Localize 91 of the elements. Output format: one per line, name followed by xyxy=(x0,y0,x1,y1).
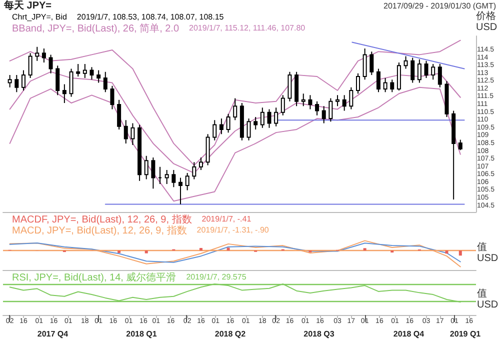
candlestick xyxy=(103,71,108,93)
candlestick xyxy=(301,93,306,107)
candlestick xyxy=(76,64,80,77)
candlestick xyxy=(376,68,380,93)
y-axis-title: 值 USD xyxy=(477,242,498,264)
candlestick xyxy=(356,72,360,94)
candlestick xyxy=(438,64,442,88)
candlestick xyxy=(42,48,46,63)
candlestick xyxy=(117,99,122,130)
x2-tick-label: 2018 Q4 xyxy=(393,330,425,338)
candlestick xyxy=(240,102,244,141)
candlestick xyxy=(267,108,272,128)
candlestick xyxy=(82,64,87,79)
candlestick xyxy=(410,57,415,84)
candlestick xyxy=(8,74,12,88)
candlestick xyxy=(424,60,428,79)
candlestick xyxy=(308,94,312,110)
text: MACD, JPY=, Bid(Last), 12, 26, 9, 指数 xyxy=(12,224,187,236)
candlestick xyxy=(404,56,408,70)
x2-tick-label: 2018 Q3 xyxy=(304,330,335,338)
candlestick xyxy=(260,107,264,128)
text: Chrt_JPY=, Bid xyxy=(12,12,67,22)
text: MACDF, JPY=, Bid(Last), 12, 26, 9, 指数 xyxy=(12,214,192,226)
candlestick xyxy=(219,118,224,135)
candlestick xyxy=(315,100,320,116)
candlestick xyxy=(14,74,19,93)
candlestick xyxy=(274,107,278,127)
candlestick xyxy=(48,54,53,74)
candlestick xyxy=(212,120,217,141)
candlestick xyxy=(396,62,401,92)
candlestick xyxy=(144,155,148,180)
candlestick xyxy=(452,110,456,200)
candlestick xyxy=(458,139,462,151)
candlestick xyxy=(390,79,394,93)
text: 2019/1/7, 108.53, 108.74, 108.07, 108.15 xyxy=(76,12,224,22)
candlestick xyxy=(444,80,449,118)
candlestick xyxy=(56,65,60,96)
candlestick xyxy=(151,156,156,190)
candlestick xyxy=(164,169,169,184)
candlestick xyxy=(254,116,258,130)
candlestick xyxy=(28,52,32,79)
candlestick xyxy=(246,118,251,141)
candlestick xyxy=(322,106,326,124)
candlestick xyxy=(130,122,135,146)
line-series xyxy=(9,86,461,202)
text: BBand, JPY=, Bid(Last), 26, 简单, 2.0 xyxy=(12,22,180,34)
line-series xyxy=(9,71,461,174)
candlestick xyxy=(124,120,128,144)
candlestick xyxy=(288,71,292,102)
candlestick xyxy=(62,84,66,104)
candlestick xyxy=(178,177,182,205)
x2-tick-label: 2017 Q4 xyxy=(37,330,69,338)
candlestick xyxy=(349,86,354,110)
candlestick xyxy=(328,98,333,122)
candlestick xyxy=(342,94,346,112)
text: 2019/1/7, -1.31, -.90 xyxy=(196,226,270,234)
line-series xyxy=(9,40,461,166)
candlestick xyxy=(35,46,40,62)
candlestick xyxy=(233,98,238,121)
chart-subtitle: 2017/09/29 - 2019/01/30 (GMT) xyxy=(383,2,496,10)
x2-tick-label: 2018 Q1 xyxy=(126,330,158,338)
candlestick xyxy=(383,78,388,93)
chart-title: 每天 JPY= xyxy=(3,0,52,12)
candlestick xyxy=(417,58,422,84)
candlestick xyxy=(90,66,94,80)
candlestick xyxy=(206,134,210,166)
candlestick xyxy=(185,172,190,191)
candlestick xyxy=(96,70,101,84)
candlestick xyxy=(362,48,367,80)
text: 2019/1/7, 115.12, 111.46, 107.80 xyxy=(189,24,306,32)
candlestick xyxy=(336,94,340,107)
candlestick xyxy=(138,124,142,182)
candlestick xyxy=(110,85,114,110)
candlestick xyxy=(226,113,230,134)
text: 2019/1/7, 29.575 xyxy=(186,272,247,282)
candlestick xyxy=(21,70,26,92)
text: RSI, JPY=, Bid(Last), 14, 威尔德平滑 xyxy=(12,272,176,284)
y-axis-title: 价格 USD xyxy=(475,10,498,33)
candlestick xyxy=(280,94,285,116)
x2-tick-label: 2019 Q1 xyxy=(450,330,482,338)
candlestick xyxy=(69,68,74,98)
candlestick xyxy=(192,162,196,180)
x2-tick-label: 2018 Q2 xyxy=(214,330,246,338)
y-axis-title: 值 USD xyxy=(477,288,498,310)
candlestick xyxy=(370,51,374,76)
candlestick xyxy=(172,169,176,188)
candlestick xyxy=(431,64,436,80)
candlestick xyxy=(198,156,203,170)
text: 2019/1/7, -.41 xyxy=(202,214,252,224)
candlestick xyxy=(158,166,162,184)
candlestick xyxy=(294,71,299,107)
